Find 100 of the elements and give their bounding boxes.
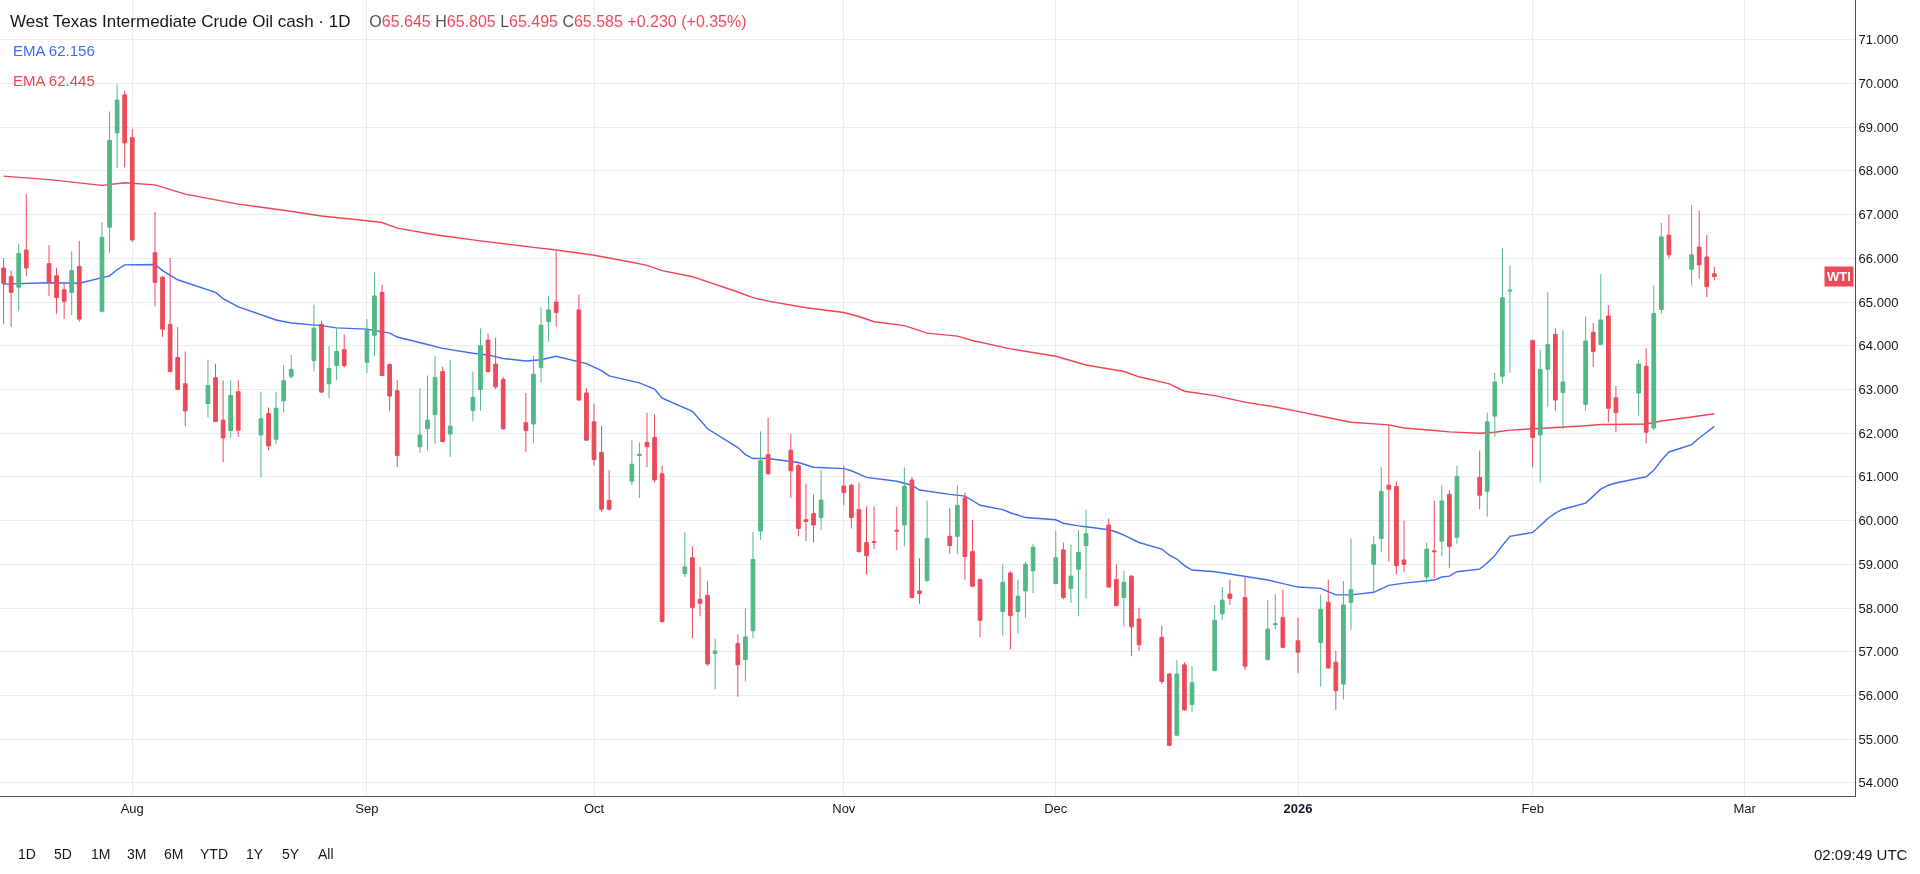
candlestick — [1689, 204, 1694, 286]
candlestick — [1439, 484, 1445, 557]
candlestick — [1560, 329, 1566, 430]
candlestick — [387, 362, 392, 412]
candlestick — [970, 519, 975, 588]
candlestick — [803, 483, 809, 542]
candlestick — [1174, 659, 1180, 737]
y-tick-label: 67.000 — [1858, 207, 1899, 223]
candlestick — [1341, 580, 1346, 700]
candlestick — [1424, 541, 1430, 584]
candlestick — [122, 90, 128, 168]
text: 5Y — [282, 846, 300, 862]
candlestick — [538, 306, 544, 384]
candlestick — [46, 244, 52, 297]
candlestick — [1711, 266, 1717, 281]
candlestick — [447, 359, 453, 458]
candlestick — [152, 211, 158, 307]
candlestick — [16, 243, 22, 312]
candlestick — [1394, 480, 1399, 575]
y-tick-label: 66.000 — [1858, 250, 1899, 266]
y-tick-label: 65.000 — [1858, 294, 1899, 310]
candlestick — [1060, 541, 1066, 600]
x-tick-label: Aug — [120, 800, 144, 816]
text: 3M — [127, 846, 147, 862]
candlestick — [54, 267, 59, 315]
candlestick — [319, 320, 324, 394]
y-tick-label: 61.000 — [1858, 469, 1899, 485]
candlestick — [1227, 579, 1233, 606]
candlestick — [1545, 291, 1551, 408]
candlestick — [576, 294, 582, 402]
candlestick — [705, 580, 710, 667]
text: 1M — [91, 846, 111, 862]
candlestick — [1454, 465, 1460, 545]
candlestick — [1068, 544, 1074, 604]
y-tick-label: 55.000 — [1858, 731, 1899, 747]
candlestick — [364, 318, 370, 374]
candlestick — [1378, 466, 1384, 553]
candlestick — [1053, 530, 1059, 585]
y-tick-label: 63.000 — [1858, 382, 1899, 398]
candlestick — [394, 379, 400, 468]
candlestick — [1484, 412, 1490, 518]
candlestick — [1696, 210, 1702, 280]
candlestick — [735, 633, 741, 698]
x-tick-label: Mar — [1733, 800, 1757, 816]
candlestick — [425, 374, 430, 451]
candlestick — [228, 379, 234, 439]
candlestick — [1000, 563, 1006, 637]
x-tick-label: Nov — [832, 800, 856, 816]
candlestick — [629, 439, 635, 486]
candlestick — [1030, 543, 1036, 594]
candlestick — [1658, 222, 1664, 315]
candlestick — [1015, 579, 1021, 634]
candlestick — [924, 500, 930, 583]
candlestick — [114, 83, 120, 169]
candlestick — [107, 110, 112, 254]
candlestick — [485, 333, 491, 374]
annotation: WTI — [1827, 269, 1851, 284]
candlestick — [478, 327, 483, 412]
candlestick — [372, 271, 377, 357]
candlestick — [697, 566, 703, 617]
candlestick — [909, 476, 915, 599]
candlestick — [311, 304, 317, 373]
candlestick — [1182, 661, 1187, 712]
candlestick — [1477, 450, 1483, 510]
candlestick — [8, 270, 14, 328]
candlestick — [1212, 604, 1218, 672]
y-tick-label: 58.000 — [1858, 600, 1899, 616]
candlestick — [871, 506, 877, 550]
y-tick-label: 68.000 — [1858, 163, 1899, 179]
candlestick — [175, 326, 181, 391]
text: 02:09:49 UTC — [1814, 846, 1908, 863]
candlestick — [1113, 563, 1119, 607]
candlestick — [584, 387, 589, 442]
candlestick — [99, 221, 105, 314]
candlestick — [1553, 327, 1558, 412]
candlestick — [182, 350, 188, 427]
candlestick — [23, 193, 29, 277]
candlestick — [1007, 570, 1013, 651]
candlestick — [1492, 372, 1498, 438]
candlestick — [69, 250, 75, 316]
candlestick — [712, 637, 718, 690]
candlestick — [531, 355, 536, 444]
candlestick — [864, 506, 869, 575]
x-tick-label: Oct — [583, 800, 605, 816]
y-tick-label: 60.000 — [1858, 513, 1899, 529]
candlestick — [341, 333, 347, 369]
candlestick — [849, 483, 854, 529]
candlestick — [220, 379, 226, 463]
candlestick — [1666, 214, 1672, 259]
candlestick — [743, 607, 748, 682]
candlestick — [76, 240, 82, 323]
x-tick-label: Sep — [355, 800, 379, 816]
candlestick — [856, 482, 862, 554]
candlestick — [690, 545, 695, 639]
line-series — [2, 263, 1716, 596]
candlestick — [1265, 599, 1271, 661]
candlestick — [546, 295, 551, 343]
candlestick — [1325, 579, 1331, 670]
candlestick — [1159, 625, 1165, 685]
candlestick — [962, 492, 968, 581]
